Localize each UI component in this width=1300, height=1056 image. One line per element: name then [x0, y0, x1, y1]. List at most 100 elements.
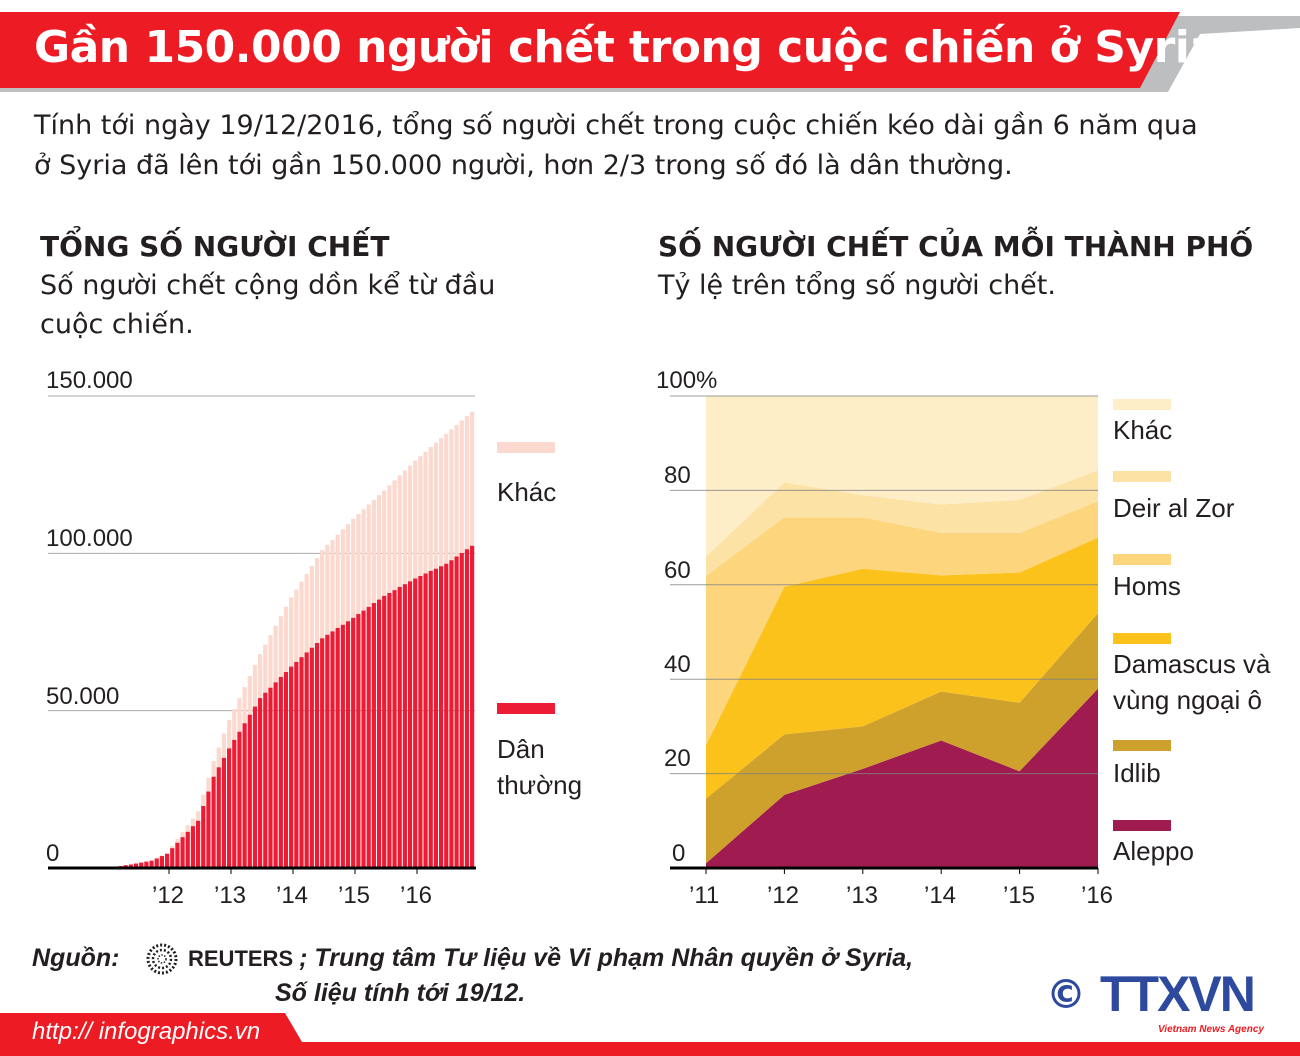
bar-civilians-2013-08 — [263, 692, 268, 868]
bar-civilians-2012-02 — [170, 848, 175, 868]
bar-other-2011-07 — [133, 862, 139, 864]
bar-other-2013-01 — [227, 720, 232, 749]
x-tick-13: ’13 — [214, 882, 247, 909]
bar-other-2013-12 — [283, 606, 289, 672]
bar-other-2015-05 — [371, 499, 376, 604]
bar-other-2015-10 — [397, 475, 402, 588]
bar-other-2012-08 — [201, 794, 206, 807]
bar-civilians-2013-02 — [232, 739, 237, 868]
bar-civilians-2012-10 — [211, 776, 216, 868]
bar-other-2011-09 — [144, 861, 149, 862]
legend-label-other-city: Khác — [1113, 415, 1173, 445]
bar-other-2014-09 — [330, 539, 335, 632]
bar-other-2013-08 — [263, 644, 268, 693]
bar-civilians-2012-04 — [180, 837, 185, 868]
y-tick-80: 80 — [664, 462, 691, 489]
header-red-bar — [0, 12, 1180, 88]
copyright-icon: © — [1046, 972, 1086, 1018]
left-chart-subtitle-2: cuộc chiến. — [40, 309, 194, 340]
bar-other-2016-12 — [470, 411, 475, 546]
bar-other-2014-11 — [340, 529, 345, 625]
x-tick-12: ’12 — [152, 882, 185, 909]
bar-civilians-2012-09 — [206, 791, 211, 868]
bar-other-2015-12 — [407, 465, 413, 582]
bar-other-2014-07 — [320, 550, 325, 639]
bar-other-2015-04 — [366, 504, 371, 607]
bar-civilians-2013-09 — [268, 687, 273, 868]
bar-other-2013-11 — [278, 616, 283, 677]
legend-label-deir: Deir al Zor — [1113, 493, 1235, 523]
legend-label-other: Khác — [497, 477, 557, 507]
ttxvn-logo-subtitle: Vietnam News Agency — [1158, 1024, 1264, 1035]
bar-civilians-2015-12 — [407, 581, 413, 868]
bar-civilians-2016-07 — [444, 563, 449, 868]
bar-civilians-2014-04 — [304, 652, 309, 868]
area-deir-al-zor — [706, 470, 1098, 576]
bar-civilians-2012-01 — [164, 853, 170, 868]
bar-other-2012-09 — [206, 777, 211, 792]
y-tick-150000: 150.000 — [46, 367, 133, 394]
bar-other-2012-12 — [221, 733, 227, 758]
bar-civilians-2013-06 — [252, 706, 258, 868]
bar-civilians-2012-03 — [175, 842, 180, 868]
bar-civilians-2014-02 — [294, 661, 299, 868]
area-khác — [706, 396, 1098, 557]
bar-civilians-2011-12 — [159, 856, 164, 868]
bar-other-2016-06 — [438, 438, 444, 567]
bar-other-2011-10 — [149, 860, 154, 861]
bar-civilians-2015-07 — [382, 595, 387, 868]
legend-swatch-damascus — [1113, 633, 1171, 644]
bar-civilians-2012-08 — [201, 806, 206, 868]
bar-other-2016-03 — [423, 451, 428, 574]
bar-other-2016-01 — [413, 460, 418, 579]
bar-civilians-2014-11 — [340, 624, 345, 868]
bar-other-2012-05 — [185, 825, 190, 832]
bar-civilians-2013-03 — [237, 731, 242, 868]
reuters-wordmark: REUTERS — [188, 946, 294, 971]
intro-line-2: ở Syria đã lên tới gần 150.000 người, hơ… — [34, 150, 1013, 181]
right-chart-heading: SỐ NGƯỜI CHẾT CỦA MỖI THÀNH PHỐ — [658, 230, 1254, 263]
bar-civilians-2012-05 — [185, 831, 190, 868]
bar-other-2011-12 — [159, 855, 164, 857]
bar-other-2014-04 — [304, 573, 309, 653]
y-tick-50000: 50.000 — [46, 683, 120, 710]
bar-civilians-2016-09 — [454, 556, 459, 868]
legend-label-aleppo: Aleppo — [1113, 836, 1194, 866]
left-chart-heading: TỔNG SỐ NGƯỜI CHẾT — [40, 230, 390, 263]
x-tick-13-right: ’13 — [846, 882, 879, 909]
bar-civilians-2012-07 — [195, 820, 201, 868]
x-tick-12-right: ’12 — [767, 882, 800, 909]
bar-other-2016-11 — [464, 416, 470, 550]
legend-label-damascus-1: Damascus và — [1113, 649, 1271, 679]
bar-civilians-2014-07 — [320, 638, 325, 868]
x-tick-16-right: ’16 — [1081, 882, 1114, 909]
intro-line-1: Tính tới ngày 19/12/2016, tổng số người … — [34, 110, 1198, 141]
legend-label-civilians-1: Dân — [497, 734, 545, 764]
bar-civilians-2011-09 — [144, 861, 149, 868]
legend-label-idlib: Idlib — [1113, 758, 1161, 788]
bar-civilians-2015-05 — [371, 603, 376, 868]
bar-other-2016-10 — [459, 420, 464, 554]
bar-civilians-2014-08 — [325, 634, 330, 868]
x-tick-15: ’15 — [338, 882, 371, 909]
bar-civilians-2016-08 — [449, 560, 454, 868]
bar-civilians-2015-06 — [376, 599, 382, 868]
x-tick-16: ’16 — [400, 882, 433, 909]
footer-url-link[interactable]: http:// infographics.vn — [32, 1018, 261, 1045]
x-tick-14: ’14 — [276, 882, 309, 909]
bar-civilians-2016-11 — [464, 549, 470, 868]
source-line-2: Số liệu tính tới 19/12. — [275, 979, 526, 1007]
bar-other-2014-01 — [289, 597, 294, 667]
bar-civilians-2011-11 — [154, 858, 159, 868]
x-tick-11: ’11 — [689, 882, 720, 909]
legend-label-damascus-2: vùng ngoại ô — [1113, 685, 1262, 715]
legend-label-homs: Homs — [1113, 571, 1181, 601]
bar-civilians-2012-12 — [221, 757, 227, 868]
bar-other-2012-02 — [170, 845, 175, 849]
legend-swatch-other — [497, 442, 555, 453]
bar-civilians-2014-01 — [289, 666, 294, 868]
header-banner — [0, 12, 1300, 92]
bar-other-2012-01 — [164, 852, 170, 854]
bar-other-2014-08 — [325, 544, 330, 635]
